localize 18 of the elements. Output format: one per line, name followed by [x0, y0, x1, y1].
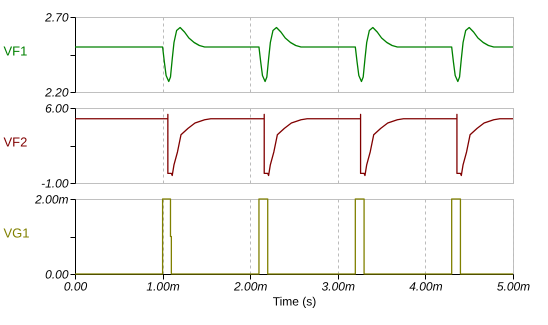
y-tick-label: 0.00: [45, 268, 69, 282]
line-series: [74, 26, 514, 82]
x-tick-label: 5.00m: [496, 280, 530, 294]
y-axis-title: VG1: [4, 226, 30, 240]
y-axis-title: VF1: [4, 44, 28, 58]
y-tick-label: 2.00m: [34, 192, 68, 206]
y-axis-title: VF2: [4, 134, 28, 150]
y-tick-label: 2.70: [44, 10, 69, 24]
y-tick-label: 6.00: [45, 102, 69, 116]
x-tick-label: 1.00m: [146, 280, 180, 294]
y-tick-label: -1.00: [41, 176, 69, 190]
x-axis-title: Time (s): [272, 294, 316, 308]
x-tick-label: 4.00m: [409, 280, 443, 294]
x-tick-label: 0.00: [64, 280, 88, 294]
x-tick-label: 2.00m: [233, 280, 268, 294]
y-tick-label: 2.20: [44, 86, 69, 100]
line-series: [74, 114, 514, 176]
x-tick-label: 3.00m: [322, 280, 355, 294]
